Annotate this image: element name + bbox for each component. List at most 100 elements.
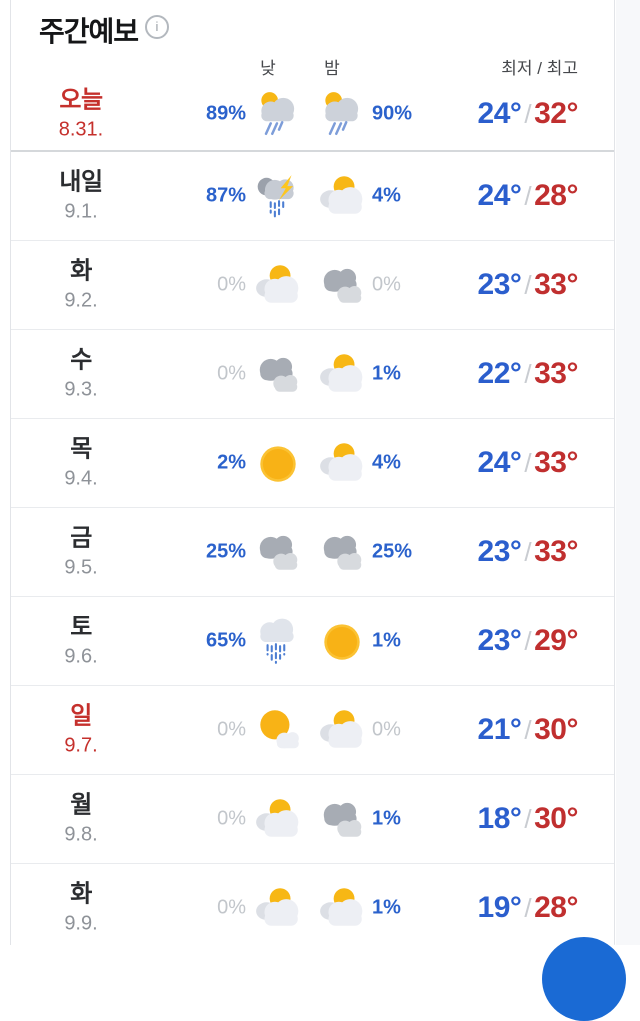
min-temp: 21° [477,713,522,746]
night-precip-probability: 1% [372,629,401,652]
temp-separator: / [524,181,532,211]
page-gutter [616,0,640,945]
day-precip-probability: 0% [217,362,246,385]
night-precip-probability: 1% [372,362,401,385]
temperature-range: 24°/32° [431,97,579,131]
night-precip-probability: 4% [372,184,401,207]
partly-cloudy-icon [317,349,367,399]
temp-separator: / [524,99,532,129]
day-name: 화 [70,880,92,908]
temperature-range: 19°/28° [431,891,579,925]
day-precip-probability: 0% [217,718,246,741]
max-temp: 33° [534,268,578,301]
min-temp: 19° [477,891,522,924]
partly-cloudy-icon [317,705,367,755]
mostly-sunny-icon [253,705,303,755]
min-temp: 23° [477,624,522,657]
column-header-minmax: 최저 / 최고 [501,59,578,78]
cloudy-icon [317,794,367,844]
column-header-day: 낮 [260,59,276,78]
temp-separator: / [524,359,532,389]
partly-cloudy-icon [253,794,303,844]
max-temp: 33° [534,357,578,390]
temp-separator: / [524,537,532,567]
day-precip-probability: 87% [205,184,246,207]
today-row-slot: 오늘 8.31. 89% 90% 24°/32° [11,78,614,150]
day-precip-probability: 89% [205,102,246,125]
partly-cloudy-icon [253,883,303,933]
night-precip-probability: 1% [372,896,401,919]
temperature-range: 18°/30° [431,802,579,836]
min-temp: 23° [477,268,522,301]
day-label-group: 내일 9.1. [11,169,151,224]
night-precip-probability: 0% [372,273,401,296]
rain-icon [253,616,303,666]
day-date: 9.4. [64,467,98,490]
temp-separator: / [524,715,532,745]
sun-rain-icon [317,89,367,139]
forecast-row[interactable]: 월 9.8. 0% 1% 18°/30° [11,774,614,863]
day-precip-probability: 65% [205,629,246,652]
forecast-row[interactable]: 내일 9.1. 87% 4% 24°/28° [11,152,614,240]
day-name: 오늘 [59,86,103,114]
day-label-group: 화 9.2. [11,258,151,313]
day-label-group: 금 9.5. [11,525,151,580]
day-date: 9.1. [64,200,98,223]
max-temp: 32° [534,97,578,130]
day-label-group: 일 9.7. [11,703,151,758]
day-label-group: 목 9.4. [11,436,151,491]
max-temp: 28° [534,891,578,924]
temp-separator: / [524,804,532,834]
temp-separator: / [524,448,532,478]
temperature-range: 24°/28° [431,179,579,213]
partly-cloudy-icon [317,171,367,221]
day-name: 화 [70,257,92,285]
temp-separator: / [524,270,532,300]
day-date: 9.2. [64,289,98,312]
day-date: 9.8. [64,823,98,846]
forecast-rows: 내일 9.1. 87% 4% 24°/28° 화 9.2. 0% 0% [11,150,614,952]
day-date: 9.6. [64,645,98,668]
forecast-row[interactable]: 오늘 8.31. 89% 90% 24°/32° [11,78,614,150]
temperature-range: 22°/33° [431,357,579,391]
day-precip-probability: 25% [205,540,246,563]
day-label-group: 수 9.3. [11,347,151,402]
max-temp: 30° [534,713,578,746]
day-name: 목 [70,435,92,463]
min-temp: 24° [477,97,522,130]
day-precip-probability: 0% [217,807,246,830]
night-precip-probability: 0% [372,718,401,741]
day-precip-probability: 0% [217,273,246,296]
night-precip-probability: 4% [372,451,401,474]
forecast-row[interactable]: 목 9.4. 2% 4% 24°/33° [11,418,614,507]
info-icon[interactable]: i [145,15,169,39]
temperature-range: 24°/33° [431,446,579,480]
temp-separator: / [524,893,532,923]
night-precip-probability: 25% [372,540,413,563]
day-precip-probability: 0% [217,896,246,919]
floating-action-button[interactable] [542,937,626,1021]
column-header-night: 밤 [324,59,340,78]
forecast-row[interactable]: 화 9.9. 0% 1% 19°/28° [11,863,614,952]
partly-cloudy-icon [317,883,367,933]
cloudy-icon [317,527,367,577]
thunder-rain-icon [253,171,303,221]
min-temp: 24° [477,179,522,212]
day-date: 8.31. [58,118,104,141]
forecast-row[interactable]: 토 9.6. 65% 1% 23°/29° [11,596,614,685]
day-label-group: 월 9.8. [11,792,151,847]
day-name: 일 [70,702,92,730]
temp-separator: / [524,626,532,656]
day-date: 9.5. [64,556,98,579]
forecast-row[interactable]: 일 9.7. 0% 0% 21°/30° [11,685,614,774]
cloudy-icon [253,527,303,577]
min-temp: 18° [477,802,522,835]
cloudy-icon [317,260,367,310]
day-label-group: 화 9.9. [11,881,151,936]
forecast-row[interactable]: 화 9.2. 0% 0% 23°/33° [11,240,614,329]
day-date: 9.7. [64,734,98,757]
max-temp: 29° [534,624,578,657]
forecast-row[interactable]: 수 9.3. 0% 1% 22°/33° [11,329,614,418]
day-date: 9.9. [64,912,98,935]
forecast-row[interactable]: 금 9.5. 25% 25% 23°/33° [11,507,614,596]
